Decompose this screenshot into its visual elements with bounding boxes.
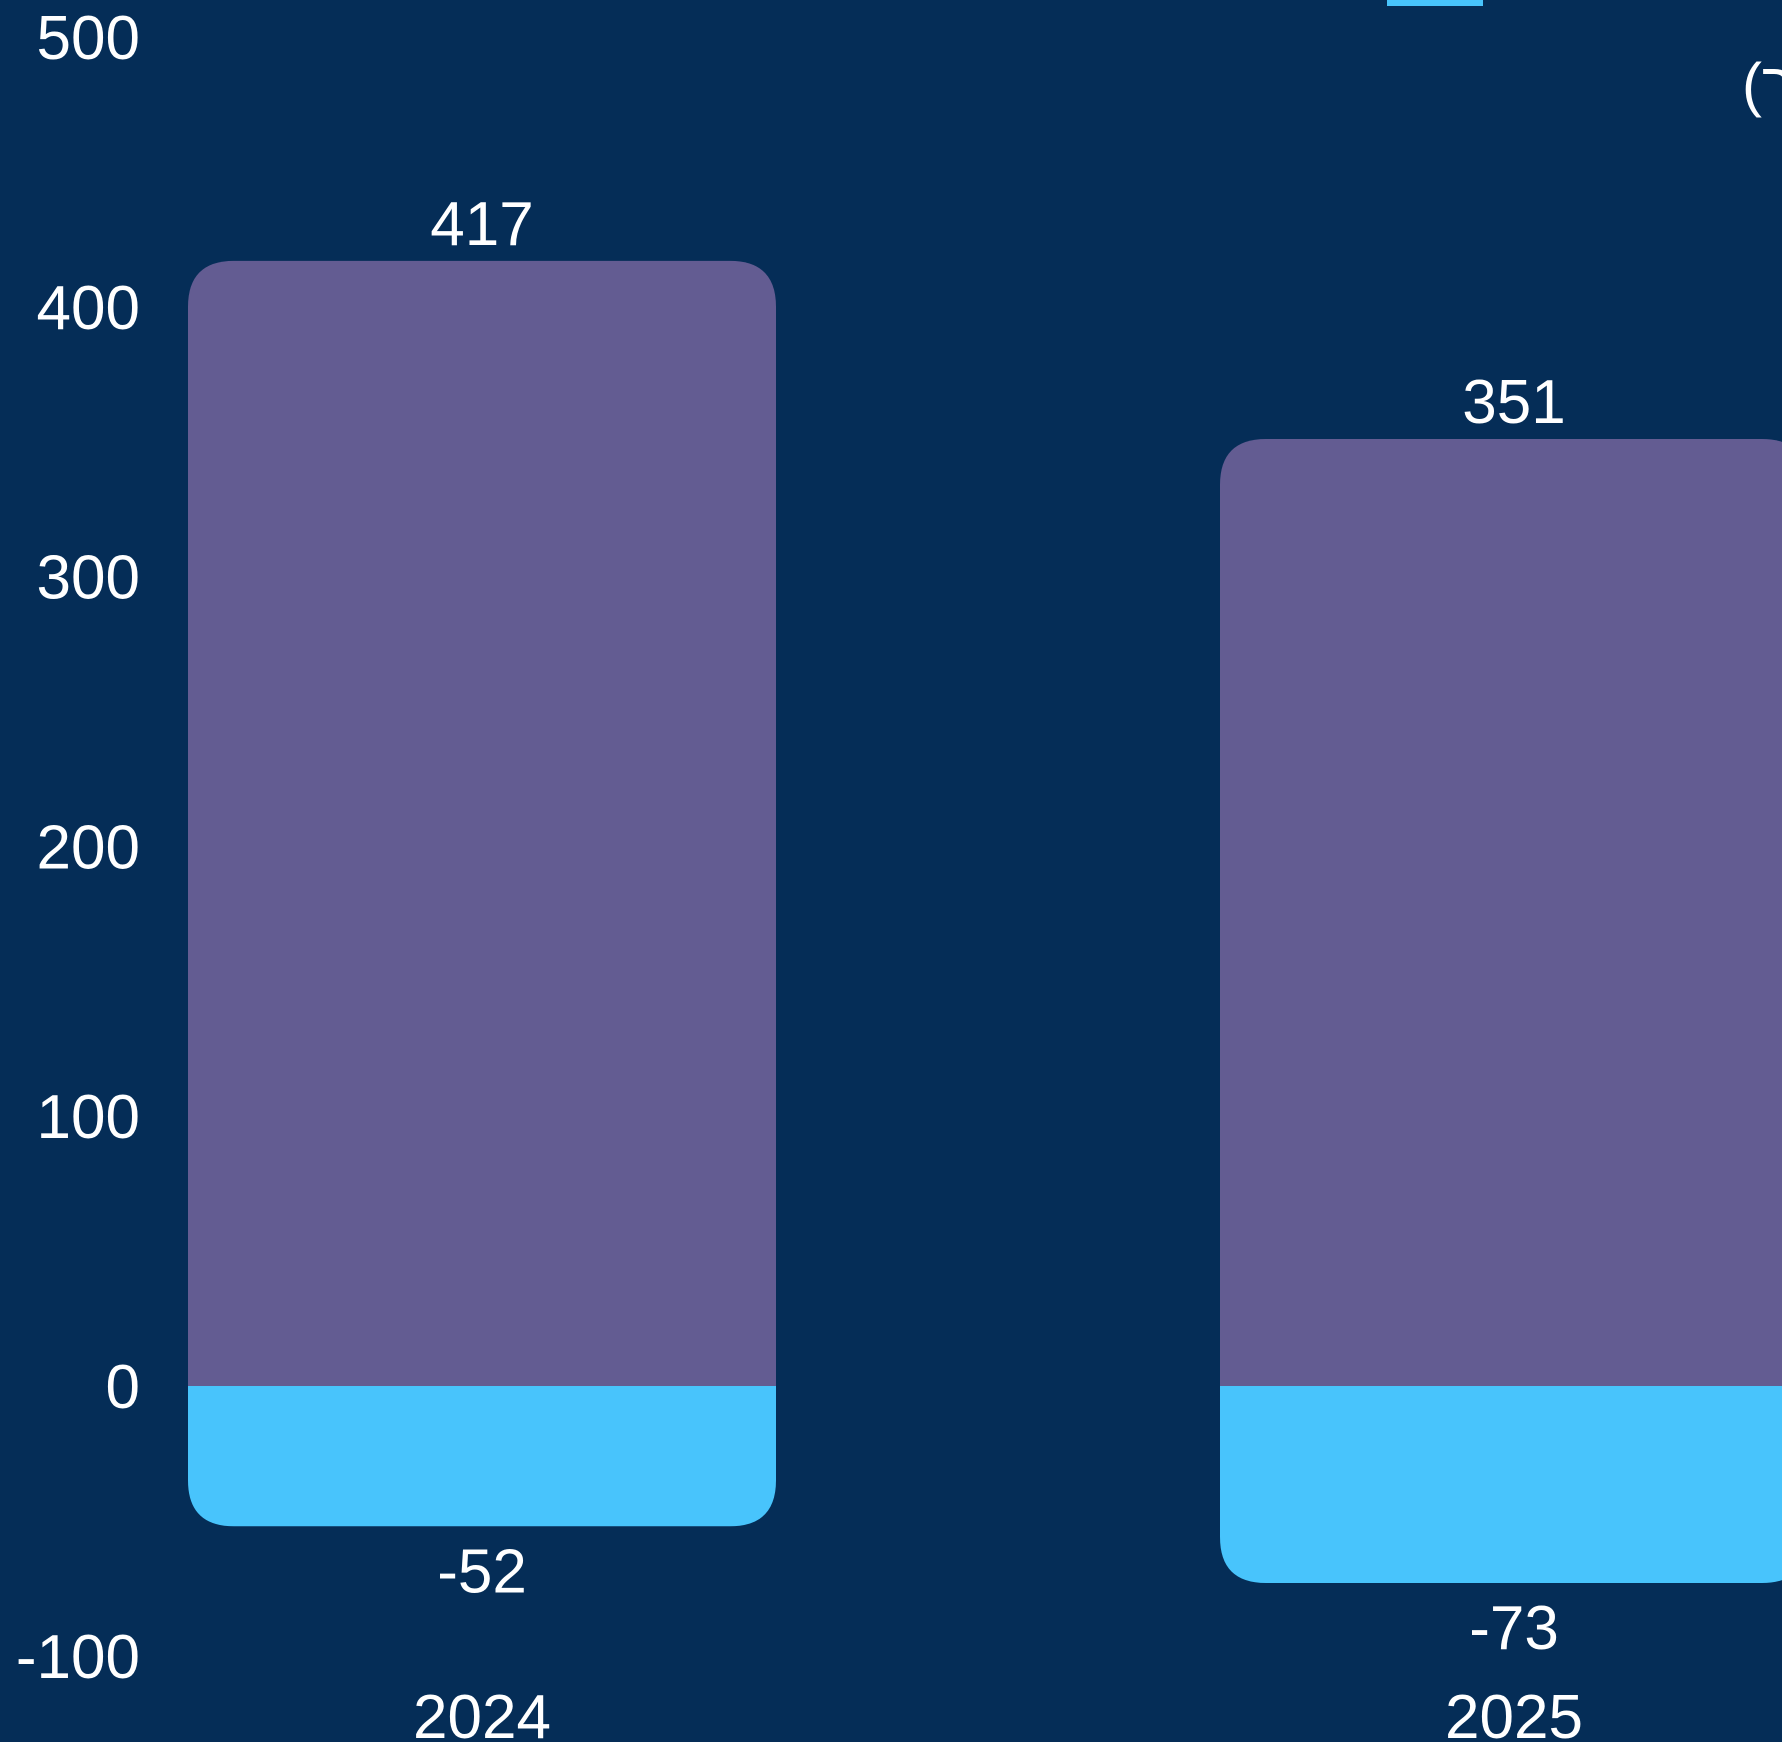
bar-positive bbox=[188, 260, 776, 1387]
x-category-label: 2025 bbox=[1445, 1683, 1583, 1742]
y-tick-label: -100 bbox=[16, 1623, 140, 1692]
data-label-negative: -73 bbox=[1469, 1594, 1559, 1663]
data-label-positive: 417 bbox=[430, 190, 533, 259]
y-axis: -100 0 100 200 300 400 500 bbox=[16, 4, 140, 1692]
y-tick-label: 200 bbox=[37, 813, 140, 882]
unit-label: (אלפי דולר) bbox=[1742, 51, 1782, 118]
y-tick-label: 100 bbox=[37, 1083, 140, 1152]
x-axis: 2024 2025 bbox=[413, 1683, 1583, 1742]
bar-negative bbox=[188, 1386, 776, 1527]
data-label-positive: 351 bbox=[1462, 368, 1565, 437]
y-tick-label: 300 bbox=[37, 544, 140, 613]
legend-swatch bbox=[1387, 0, 1483, 6]
bars bbox=[188, 260, 1782, 1583]
y-tick-label: 500 bbox=[37, 4, 140, 73]
bar-positive bbox=[1220, 439, 1782, 1386]
bar-negative bbox=[1220, 1386, 1782, 1583]
y-tick-label: 0 bbox=[106, 1353, 140, 1422]
data-label-negative: -52 bbox=[437, 1537, 527, 1606]
data-labels: 417 -52 351 -73 bbox=[430, 190, 1565, 1663]
y-tick-label: 400 bbox=[37, 274, 140, 343]
x-category-label: 2024 bbox=[413, 1683, 551, 1742]
legend bbox=[1387, 0, 1483, 6]
